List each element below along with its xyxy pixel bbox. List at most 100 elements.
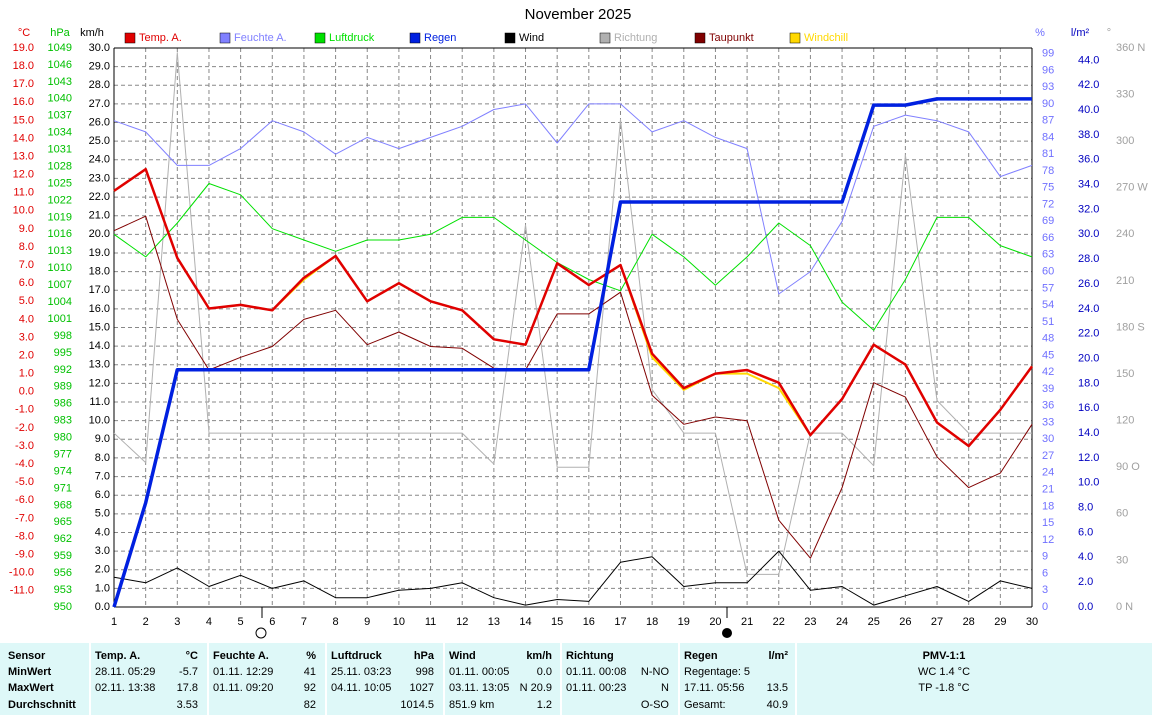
- y-tick-label: 10.0: [1078, 477, 1099, 489]
- y-tick-label: 0.0: [95, 601, 110, 613]
- y-tick-label: 42: [1042, 366, 1054, 378]
- x-tick-label: 13: [488, 616, 500, 628]
- y-tick-label: 12.0: [1078, 452, 1099, 464]
- table-header: Temp. A.: [95, 650, 140, 662]
- table-cell: 0.0: [537, 666, 552, 678]
- y-tick-label: 240: [1116, 228, 1134, 240]
- y-tick-label: 27.0: [89, 98, 110, 110]
- legend-swatch: [504, 32, 516, 44]
- y-tick-label: 51: [1042, 316, 1054, 328]
- y-tick-label: 120: [1116, 415, 1134, 427]
- y-tick-label: 9.0: [19, 223, 34, 235]
- y-tick-label: 983: [54, 415, 72, 427]
- y-tick-label: 20.0: [1078, 352, 1099, 364]
- x-tick-label: 7: [301, 616, 307, 628]
- legend-label: Wind: [519, 32, 544, 44]
- y-tick-label: 210: [1116, 275, 1134, 287]
- y-tick-label: 15: [1042, 517, 1054, 529]
- x-tick-label: 9: [364, 616, 370, 628]
- series-line: [113, 183, 1033, 331]
- x-tick-label: 1: [111, 616, 117, 628]
- y-tick-label: 18.0: [1078, 377, 1099, 389]
- x-tick-label: 30: [1026, 616, 1038, 628]
- y-tick-label: 14.0: [1078, 427, 1099, 439]
- y-tick-label: -3.0: [15, 440, 34, 452]
- x-tick-label: 25: [868, 616, 880, 628]
- y-tick-label: 7.0: [95, 470, 110, 482]
- y-tick-label: 965: [54, 516, 72, 528]
- axis-unit: °: [1107, 27, 1111, 39]
- y-tick-label: 180 S: [1116, 321, 1145, 333]
- y-tick-label: 16.0: [13, 96, 34, 108]
- x-tick-label: 16: [583, 616, 595, 628]
- y-tick-label: 959: [54, 550, 72, 562]
- y-tick-label: 1025: [48, 177, 72, 189]
- legend-swatch: [124, 32, 136, 44]
- y-tick-label: 22.0: [89, 191, 110, 203]
- table-cell: 92: [304, 682, 316, 694]
- y-tick-label: 19.0: [89, 247, 110, 259]
- y-tick-label: 8.0: [19, 241, 34, 253]
- y-tick-label: 24.0: [89, 154, 110, 166]
- y-tick-label: 986: [54, 398, 72, 410]
- y-tick-label: 16.0: [1078, 402, 1099, 414]
- y-tick-label: 78: [1042, 165, 1054, 177]
- table-cell: -5.7: [179, 666, 198, 678]
- table-cell: 40.9: [767, 699, 788, 711]
- y-tick-label: 300: [1116, 135, 1134, 147]
- y-tick-label: 12.0: [13, 169, 34, 181]
- table-cell: 01.11. 12:29: [213, 666, 273, 678]
- y-tick-label: 63: [1042, 249, 1054, 261]
- legend-label: Temp. A.: [139, 32, 182, 44]
- y-tick-label: 14.0: [13, 132, 34, 144]
- summary-panel: [0, 643, 1152, 715]
- y-tick-label: 8.0: [1078, 502, 1093, 514]
- y-tick-label: 21: [1042, 484, 1054, 496]
- y-tick-label: -6.0: [15, 494, 34, 506]
- x-tick-label: 28: [963, 616, 975, 628]
- y-tick-label: 28.0: [1078, 253, 1099, 265]
- y-tick-label: 4.0: [1078, 551, 1093, 563]
- x-tick-label: 10: [393, 616, 405, 628]
- y-tick-label: -4.0: [15, 458, 34, 470]
- table-cell: 28.11. 05:29: [95, 666, 155, 678]
- y-tick-label: 11.0: [13, 187, 34, 199]
- x-tick-label: 6: [269, 616, 275, 628]
- y-tick-label: -2.0: [15, 422, 34, 434]
- y-tick-label: 2.0: [19, 349, 34, 361]
- axis-unit: l/m²: [1071, 27, 1090, 39]
- x-tick-label: 14: [519, 616, 531, 628]
- legend-label: Richtung: [614, 32, 657, 44]
- table-header: Wind: [449, 650, 476, 662]
- y-tick-label: -1.0: [15, 404, 34, 416]
- y-tick-label: 54: [1042, 299, 1054, 311]
- table-cell: WC 1.4 °C: [918, 666, 970, 678]
- table-cell: Regentage: 5: [684, 666, 750, 678]
- table-cell: TP -1.8 °C: [918, 682, 969, 694]
- y-tick-label: 17.0: [13, 78, 34, 90]
- y-tick-label: 3.0: [19, 331, 34, 343]
- y-tick-label: -5.0: [15, 476, 34, 488]
- y-tick-label: 15.0: [89, 321, 110, 333]
- y-tick-label: 13.0: [89, 359, 110, 371]
- y-tick-label: 57: [1042, 282, 1054, 294]
- table-cell: 01.11. 09:20: [213, 682, 273, 694]
- legend-swatch: [409, 32, 421, 44]
- y-tick-label: 84: [1042, 131, 1054, 143]
- y-tick-label: 150: [1116, 368, 1134, 380]
- series-line: [113, 215, 1033, 559]
- y-tick-label: 40.0: [1078, 104, 1099, 116]
- table-cell: 17.11. 05:56: [684, 682, 744, 694]
- full-moon: [255, 627, 267, 639]
- y-tick-label: 90: [1042, 98, 1054, 110]
- y-tick-label: 270 W: [1116, 182, 1148, 194]
- y-tick-label: 6.0: [95, 489, 110, 501]
- series-line: [113, 167, 1034, 448]
- y-tick-label: 1016: [48, 228, 72, 240]
- y-tick-label: 2.0: [95, 564, 110, 576]
- y-tick-label: 60: [1116, 508, 1128, 520]
- y-tick-label: 18.0: [89, 266, 110, 278]
- y-tick-label: 48: [1042, 333, 1054, 345]
- y-tick-label: 1046: [48, 59, 72, 71]
- x-tick-label: 3: [174, 616, 180, 628]
